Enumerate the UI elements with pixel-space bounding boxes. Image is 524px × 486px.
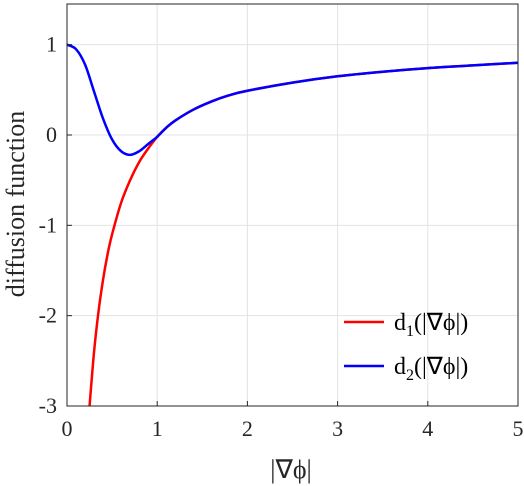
x-tick-label: 1	[152, 416, 163, 441]
x-tick-label: 5	[513, 416, 524, 441]
y-tick-label: 0	[46, 122, 57, 147]
legend-label-2: d2(|∇ϕ|)	[394, 354, 468, 384]
x-tick-label: 3	[332, 416, 343, 441]
legend: d1(|∇ϕ|) d2(|∇ϕ|)	[344, 310, 468, 384]
x-tick-label: 0	[62, 416, 73, 441]
y-tick-label: -1	[39, 212, 57, 237]
x-tick-label: 2	[242, 416, 253, 441]
series-line-2	[67, 43, 518, 157]
x-tick-label: 4	[422, 416, 433, 441]
y-tick-label: -2	[39, 303, 57, 328]
series-lines	[67, 43, 518, 406]
x-axis-label: |∇ϕ|	[270, 455, 312, 484]
legend-label-1: d1(|∇ϕ|)	[394, 310, 468, 340]
axes-box	[66, 3, 519, 407]
grid-lines	[66, 4, 519, 407]
tick-labels: 0 1 2 3 4 5 1 0 -1 -2 -3	[39, 32, 524, 441]
y-tick-label: -3	[39, 393, 57, 418]
y-tick-label: 1	[46, 32, 57, 57]
y-axis-label: diffusion function	[1, 111, 30, 298]
tick-marks	[66, 44, 519, 407]
